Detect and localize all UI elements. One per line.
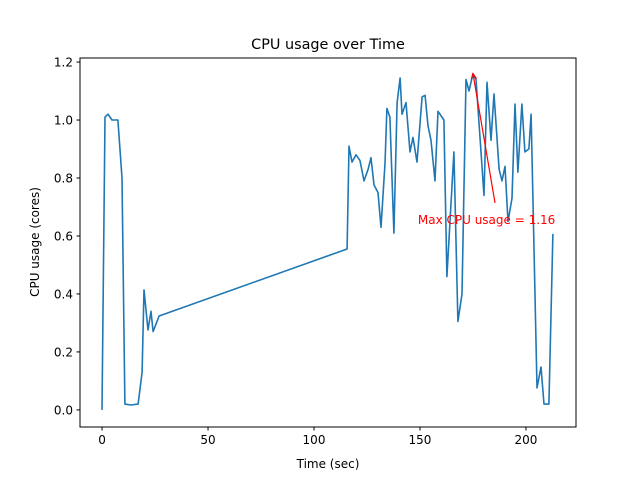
y-tick-label: 0.8 (54, 172, 73, 186)
cpu-usage-line (101, 72, 554, 410)
y-tick-label: 0.4 (54, 287, 73, 301)
x-axis-label: Time (sec) (296, 457, 360, 471)
x-tick-label: 0 (98, 433, 106, 447)
y-tick-label: 0.6 (54, 229, 73, 243)
x-tick-label: 150 (409, 433, 432, 447)
annotation-label: Max CPU usage = 1.16 (418, 213, 555, 227)
y-tick-label: 0.2 (54, 345, 73, 359)
y-tick-label: 1.0 (54, 114, 73, 128)
x-tick-label: 100 (303, 433, 326, 447)
y-tick-label: 1.2 (54, 56, 73, 70)
x-tick-label: 50 (200, 433, 215, 447)
y-axis-label: CPU usage (cores) (28, 187, 42, 297)
annotation-arrowhead (470, 72, 477, 80)
y-tick-label: 0.0 (54, 403, 73, 417)
x-tick-label: 200 (515, 433, 538, 447)
annotation-arrow (472, 73, 496, 204)
chart-title: CPU usage over Time (251, 37, 405, 53)
axes-frame (79, 57, 577, 428)
